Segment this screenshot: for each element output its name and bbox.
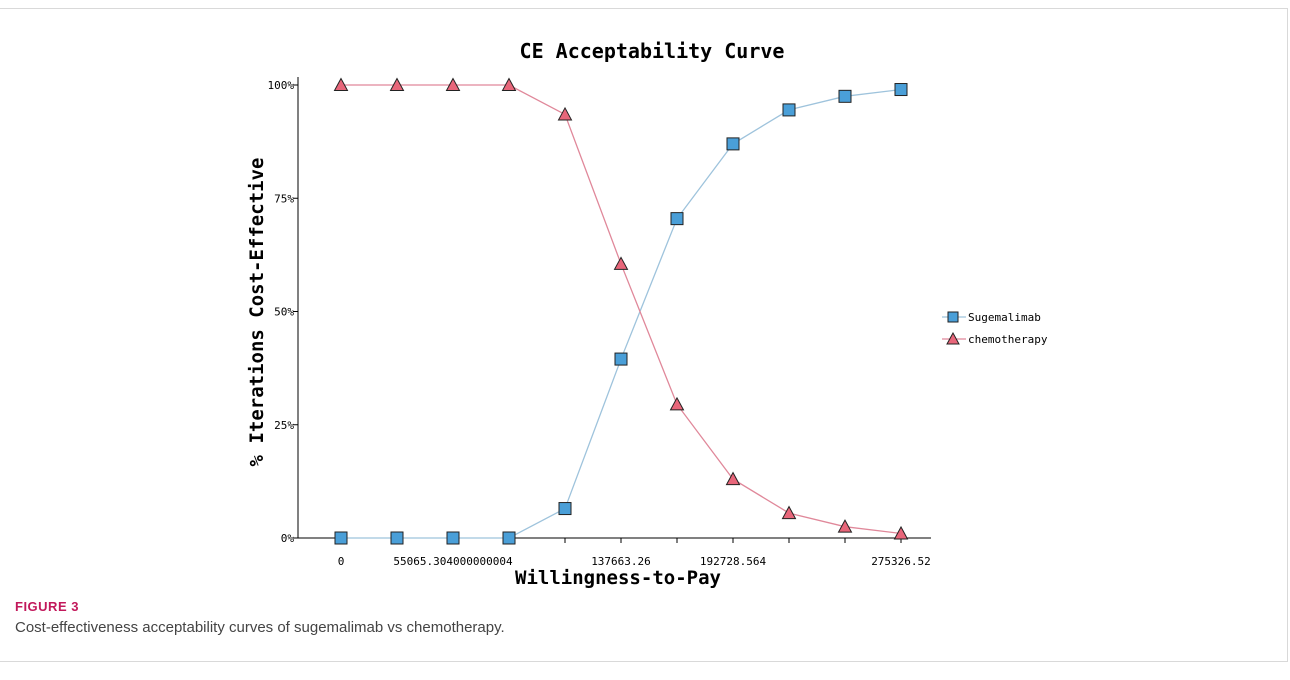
y-tick-label: 50% [274,306,294,319]
data-point-square [334,531,348,545]
x-tick-label: 275326.52 [871,555,931,568]
y-tick-label: 25% [274,419,294,432]
data-point-square [838,89,852,103]
data-point-triangle [557,106,573,121]
legend: Sugemalimab chemotherapy [942,311,1048,346]
series-layer [333,77,909,545]
x-tick-label: 192728.564 [700,555,767,568]
data-point-triangle [613,256,629,270]
legend-marker-triangle [946,331,960,345]
y-tick-label: 0% [281,532,295,545]
acceptability-chart: CE Acceptability Curve Willingness-to-Pa… [246,39,1048,589]
legend-marker-square [947,311,959,323]
data-point-square [614,352,628,366]
data-point-square [782,103,796,117]
figure-frame [0,8,1288,662]
data-point-square [558,502,572,516]
x-tick-label: 0 [338,555,345,568]
series-chemotherapy [333,77,909,540]
data-point-square [390,531,404,545]
data-point-triangle [445,77,461,91]
series-line [341,84,902,535]
data-point-triangle [893,525,909,540]
series-sugemalimab [334,83,908,545]
x-tick-label: 137663.26 [591,555,651,568]
chart-title: CE Acceptability Curve [520,39,785,63]
x-tick-label: 55065.304000000004 [393,555,513,568]
data-point-square [894,83,908,97]
y-axis-label: % Iterations Cost-Effective [246,158,268,467]
legend-label: Sugemalimab [968,311,1041,324]
x-axis-label: Willingness-to-Pay [515,567,721,589]
data-point-triangle [725,471,741,486]
data-point-triangle [781,505,797,520]
y-tick-label: 75% [274,192,294,205]
figure-caption: Cost-effectiveness acceptability curves … [15,619,505,636]
data-point-square [670,212,684,226]
data-point-square [446,531,460,545]
data-point-triangle [389,77,405,91]
data-point-triangle [837,519,853,533]
axes: 0% 25% 50% 75% 100% 0 55065.304000000004 137663… [268,77,931,568]
data-point-triangle [669,396,685,411]
legend-item: chemotherapy [942,331,1048,346]
data-point-triangle [501,77,517,91]
data-point-triangle [333,77,349,91]
data-point-square [502,531,516,545]
data-point-square [726,137,740,151]
series-line [341,88,902,539]
legend-label: chemotherapy [968,333,1048,346]
y-tick-label: 100% [268,79,295,92]
legend-item: Sugemalimab [942,311,1041,324]
figure-label: FIGURE 3 [15,599,79,614]
